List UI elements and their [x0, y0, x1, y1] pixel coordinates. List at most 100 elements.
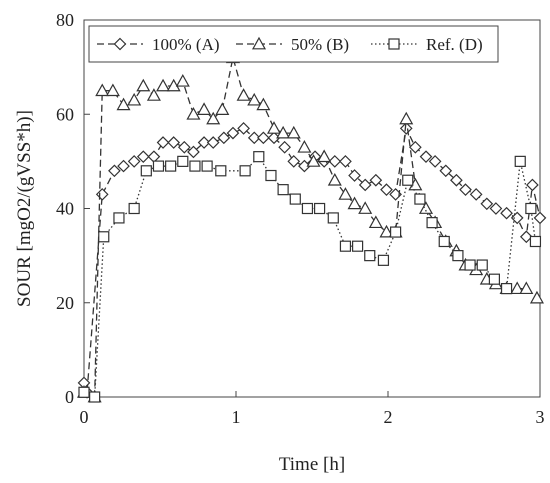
data-point-diamond [197, 136, 211, 149]
data-point-diamond [237, 122, 250, 135]
legend-label: 50% (B) [291, 35, 349, 54]
data-point-square [277, 184, 289, 196]
data-point-square [152, 160, 165, 172]
data-point-diamond [526, 178, 539, 192]
data-point-diamond [278, 140, 291, 154]
data-point-square [78, 386, 90, 398]
data-point-square [390, 226, 402, 238]
y-axis-label: SOUR [mgO2/(gVSS*h)] [14, 110, 35, 307]
data-point-triangle [338, 187, 353, 200]
data-point-square [89, 391, 101, 403]
data-point-triangle [197, 102, 212, 115]
data-point-square [452, 250, 464, 262]
data-point-triangle [286, 125, 301, 139]
legend-box [88, 25, 499, 63]
data-point-square [529, 235, 542, 248]
data-point-triangle [347, 196, 362, 210]
x-tick-label: 2 [384, 407, 393, 427]
x-tick-label: 0 [80, 407, 89, 427]
data-point-square [327, 212, 339, 224]
data-point-diamond [156, 136, 170, 149]
data-point-triangle [327, 172, 342, 186]
data-point-triangle [379, 224, 394, 238]
data-point-diamond [348, 169, 361, 182]
data-point-triangle [127, 92, 142, 106]
data-point-diamond [480, 197, 494, 211]
data-point-square [314, 202, 326, 215]
data-point-triangle [297, 140, 312, 153]
legend-label: 100% (A) [152, 35, 220, 54]
x-tick-label: 3 [536, 407, 545, 427]
x-axis-label: Time [h] [279, 454, 345, 475]
data-point-diamond [339, 155, 352, 168]
data-point-triangle [247, 92, 262, 106]
data-point-diamond [328, 155, 342, 168]
data-point-diamond [459, 183, 472, 196]
data-point-triangle [519, 281, 534, 295]
data-point-diamond [419, 150, 433, 164]
data-point-triangle [510, 281, 525, 295]
data-point-square [253, 151, 265, 163]
data-point-square [177, 155, 189, 167]
data-point-triangle [256, 97, 271, 111]
data-point-square [165, 160, 177, 172]
data-point-diamond [380, 183, 393, 196]
y-tick-label: 20 [56, 293, 74, 313]
x-tick-label: 1 [232, 407, 241, 427]
y-tick-label: 60 [56, 104, 74, 124]
data-point-triangle [146, 88, 161, 101]
data-point-square [377, 254, 390, 266]
data-point-square [525, 202, 537, 215]
data-point-triangle [156, 78, 171, 92]
data-point-square [239, 165, 251, 177]
data-point-triangle [136, 78, 151, 92]
data-point-square [265, 169, 277, 182]
data-point-triangle [186, 107, 201, 120]
data-point-diamond [287, 155, 301, 168]
data-point-square [215, 165, 227, 177]
data-point-diamond [167, 136, 181, 149]
legend-marker-triangle [251, 36, 267, 50]
data-point-diamond [226, 126, 240, 140]
data-point-diamond [187, 145, 200, 159]
data-point-triangle [317, 149, 332, 163]
data-point-diamond [217, 131, 231, 145]
data-point-diamond [136, 150, 150, 164]
legend-entry: 50% (B) [236, 35, 349, 54]
legend-entry: Ref. (D) [371, 35, 483, 54]
data-point-square [301, 202, 314, 215]
data-point-diamond [450, 173, 463, 187]
data-point-square [414, 193, 426, 205]
data-point-diamond [533, 211, 547, 225]
data-point-triangle [105, 83, 120, 97]
series-triangle [76, 50, 544, 403]
data-point-square [514, 155, 526, 167]
data-point-square [476, 259, 488, 271]
legend-label: Ref. (D) [426, 35, 483, 54]
data-point-square [488, 273, 500, 285]
data-point-diamond [127, 155, 141, 168]
data-point-diamond [358, 178, 372, 192]
series-diamond [77, 122, 547, 399]
data-point-diamond [510, 211, 524, 225]
data-point-diamond [439, 164, 453, 178]
data-point-triangle [368, 215, 383, 229]
data-point-triangle [175, 74, 190, 87]
data-point-square [426, 217, 438, 229]
y-tick-label: 0 [65, 387, 74, 407]
series-line-triangle [83, 57, 538, 398]
legend-entry: 100% (A) [97, 35, 220, 54]
data-point-triangle [276, 125, 291, 139]
data-point-square [364, 250, 376, 262]
legend-marker-square [388, 38, 400, 50]
data-point-diamond [206, 136, 220, 149]
data-point-diamond [117, 159, 130, 173]
data-point-square [128, 202, 140, 215]
series-square [78, 151, 542, 403]
data-point-square [201, 160, 213, 172]
data-point-square [500, 283, 513, 295]
data-point-diamond [177, 140, 191, 154]
data-point-triangle [529, 290, 544, 304]
data-point-triangle [418, 201, 434, 214]
data-point-square [438, 235, 450, 248]
